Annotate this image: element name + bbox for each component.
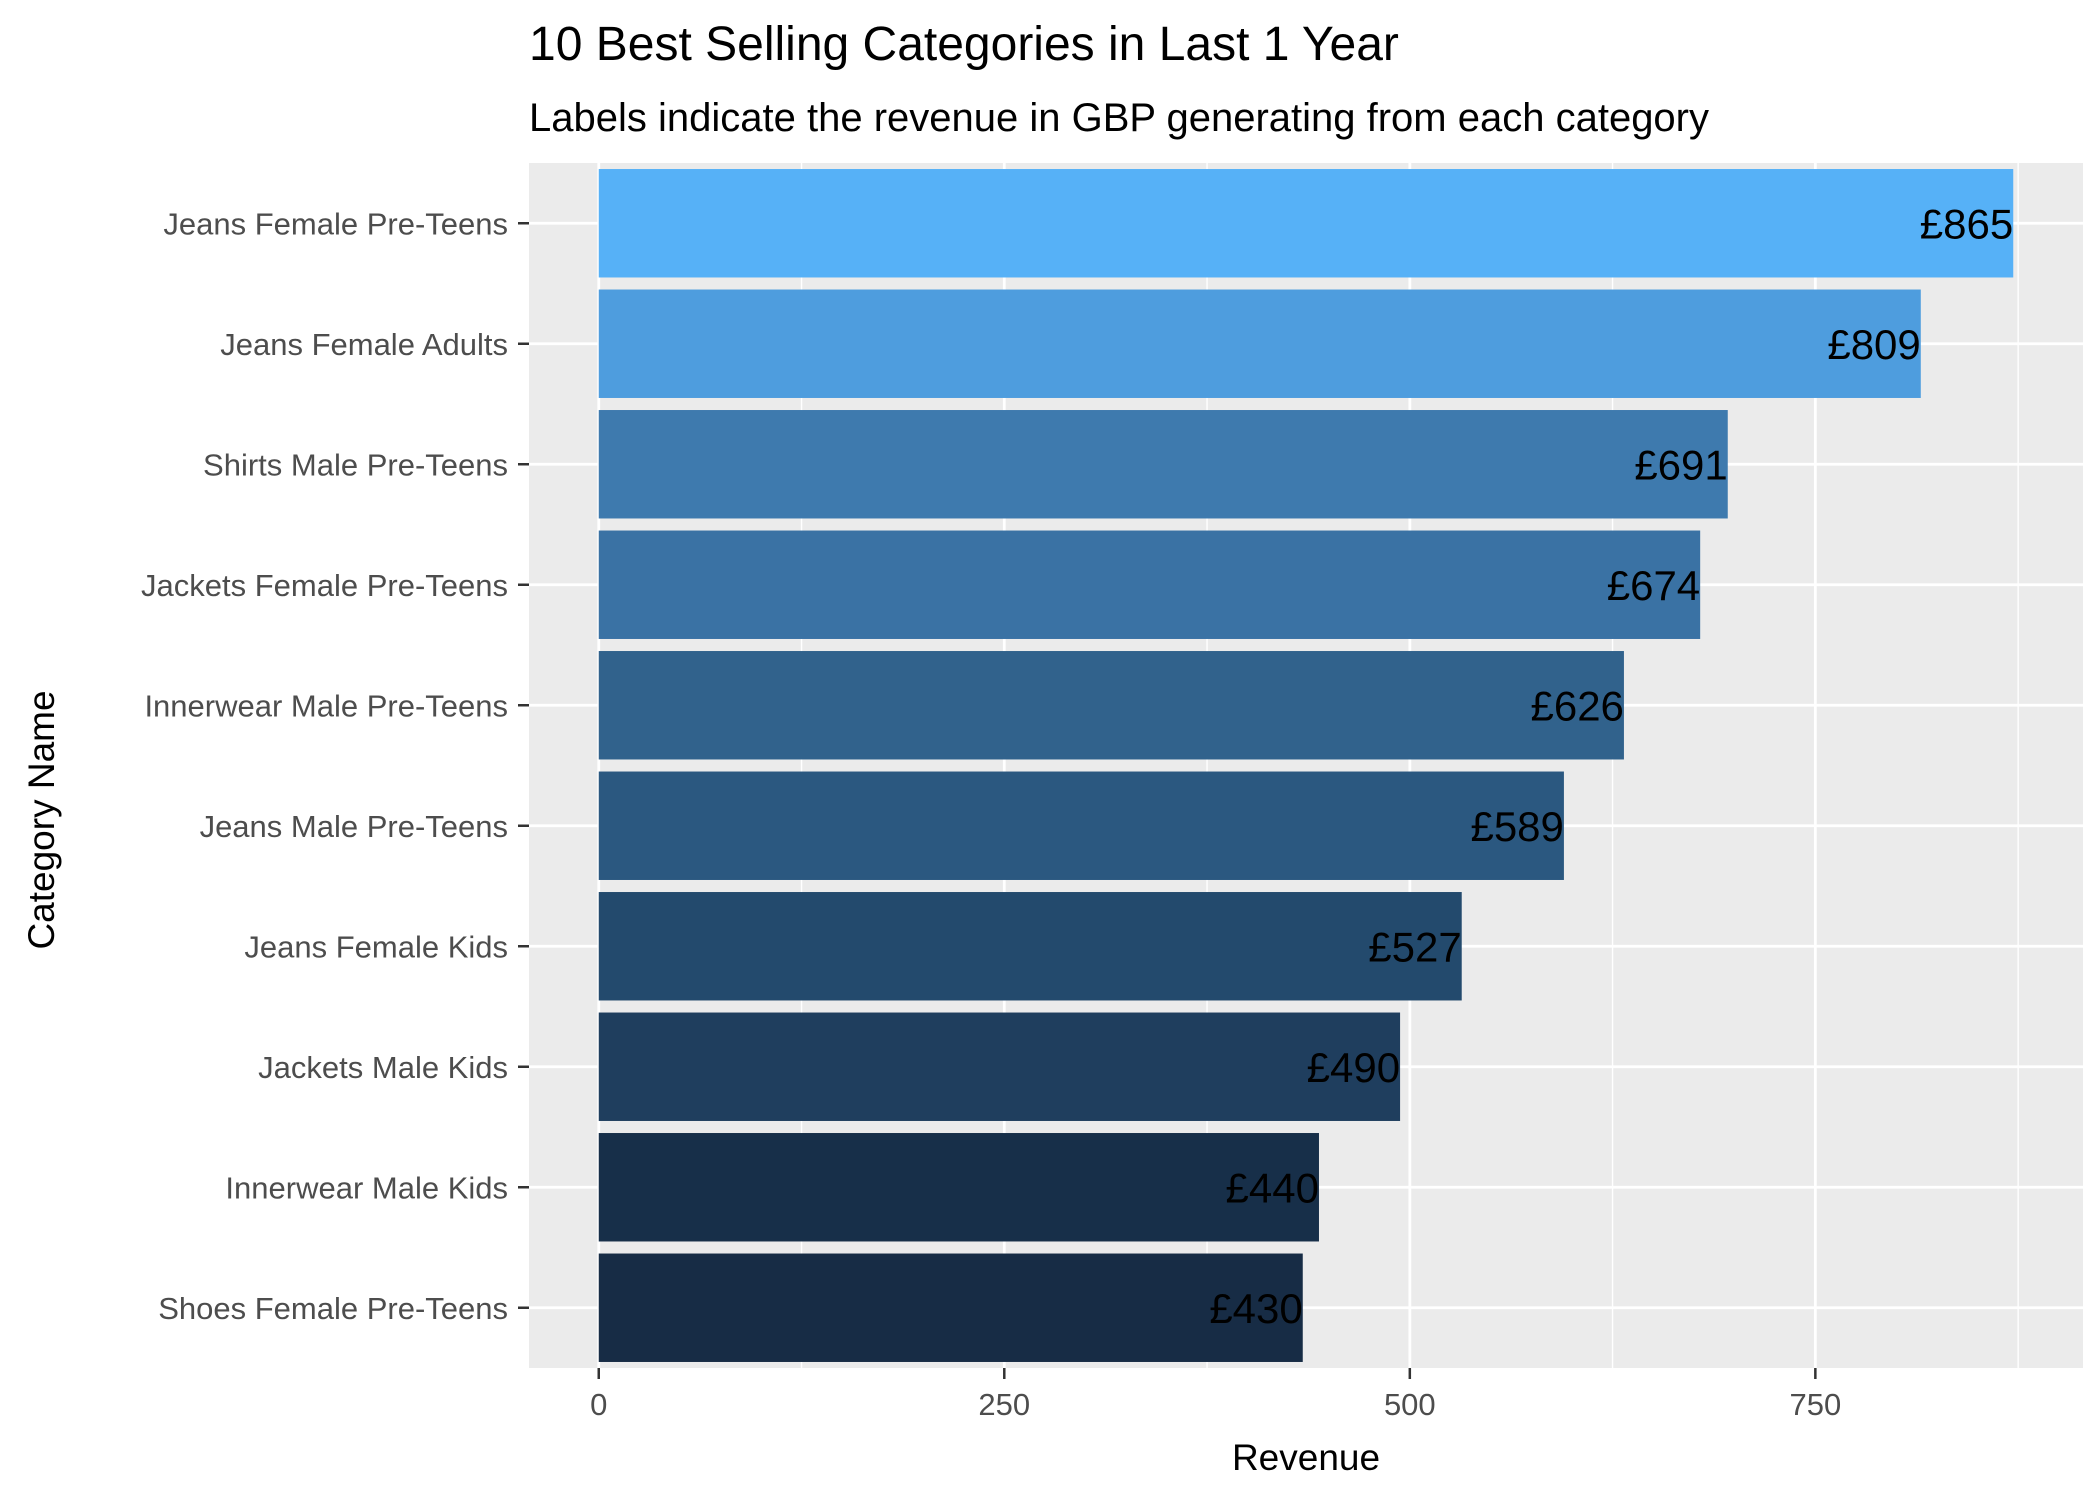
bar bbox=[598, 892, 1462, 1001]
bar bbox=[598, 289, 1921, 398]
bar bbox=[598, 651, 1624, 760]
bar bbox=[598, 530, 1701, 639]
x-tick-label: 0 bbox=[590, 1387, 607, 1422]
bar-value-label: £865 bbox=[1920, 200, 2013, 247]
y-tick-label: Jackets Male Kids bbox=[258, 1050, 508, 1085]
chart-subtitle: Labels indicate the revenue in GBP gener… bbox=[529, 96, 1709, 140]
y-tick-label: Shoes Female Pre-Teens bbox=[158, 1291, 508, 1326]
y-tick-label: Jeans Female Pre-Teens bbox=[163, 206, 508, 241]
bar-value-label: £626 bbox=[1530, 682, 1623, 729]
bar bbox=[598, 1133, 1319, 1242]
y-tick-label: Jeans Female Adults bbox=[220, 327, 508, 362]
bar bbox=[598, 169, 2014, 278]
y-axis-title: Category Name bbox=[21, 690, 62, 949]
bar-value-label: £490 bbox=[1307, 1044, 1400, 1091]
y-tick-label: Innerwear Male Kids bbox=[225, 1170, 508, 1205]
y-tick-label: Jeans Female Kids bbox=[244, 929, 508, 964]
bar-value-label: £440 bbox=[1226, 1164, 1319, 1211]
plot-area: £865 £809 £691 £674 £626 £589 £527 £490 £440 £430… bbox=[141, 163, 2083, 1422]
bar bbox=[598, 1253, 1303, 1362]
x-tick-label: 250 bbox=[978, 1387, 1030, 1422]
bar-value-label: £527 bbox=[1368, 923, 1461, 970]
bar-value-label: £691 bbox=[1634, 441, 1727, 488]
y-tick-label: Shirts Male Pre-Teens bbox=[203, 447, 508, 482]
bar-value-label: £430 bbox=[1209, 1285, 1302, 1332]
y-tick-label: Jackets Female Pre-Teens bbox=[141, 568, 508, 603]
bar-value-label: £674 bbox=[1607, 562, 1700, 609]
bar bbox=[598, 1012, 1401, 1121]
bar-value-label: £589 bbox=[1470, 803, 1563, 850]
x-tick-label: 750 bbox=[1789, 1387, 1841, 1422]
y-tick-label: Jeans Male Pre-Teens bbox=[200, 809, 508, 844]
bar bbox=[598, 410, 1728, 519]
y-tick-label: Innerwear Male Pre-Teens bbox=[144, 688, 508, 723]
bar-value-label: £809 bbox=[1827, 321, 1920, 368]
x-axis-title: Revenue bbox=[1232, 1437, 1380, 1478]
bar bbox=[598, 771, 1564, 880]
x-tick-label: 500 bbox=[1384, 1387, 1436, 1422]
chart-title: 10 Best Selling Categories in Last 1 Yea… bbox=[529, 18, 1399, 71]
